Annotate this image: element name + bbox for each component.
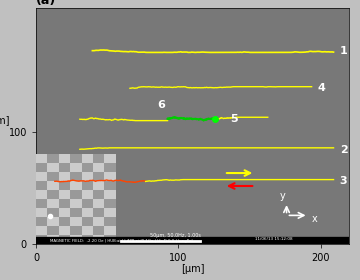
Bar [48,190,59,199]
Bar [59,235,70,244]
Bar [48,226,59,235]
Text: y: y [279,191,285,201]
Bar [104,226,116,235]
Bar [48,217,59,226]
Y-axis label: [μm]: [μm] [0,116,9,126]
Text: x: x [311,214,317,224]
Bar [93,235,104,244]
Bar [36,190,48,199]
Bar [93,172,104,181]
Bar [70,235,82,244]
Bar [59,208,70,217]
Bar [82,226,93,235]
Bar [36,235,48,244]
Bar [59,226,70,235]
Bar [70,181,82,190]
Bar [36,163,48,172]
Bar [104,181,116,190]
Bar [48,163,59,172]
Bar [36,199,48,208]
Bar [82,190,93,199]
Bar [93,163,104,172]
Bar [36,172,48,181]
Bar [93,226,104,235]
Bar [82,172,93,181]
Text: MAGNETIC FIELD:  -2.20 Oe | HUB:aid | APR:aid0.1Oe | HinD:0.0 | longPol: MAGNETIC FIELD: -2.20 Oe | HUB:aid | APR… [50,239,193,243]
Bar [104,235,116,244]
Text: 1: 1 [340,46,347,56]
Bar [104,217,116,226]
Bar [70,217,82,226]
Bar [104,190,116,199]
Bar [36,208,48,217]
Bar [70,226,82,235]
Bar [36,154,48,163]
Text: 50μm, 50.0Hz, 1.00s: 50μm, 50.0Hz, 1.00s [150,234,201,239]
Bar [82,154,93,163]
Bar [70,172,82,181]
Bar [82,199,93,208]
X-axis label: [μm]: [μm] [181,264,204,274]
Bar [93,154,104,163]
Bar [36,181,48,190]
Bar [36,154,114,244]
Bar [82,163,93,172]
Bar [93,217,104,226]
Bar [70,163,82,172]
Bar [70,154,82,163]
Bar [59,154,70,163]
Bar [59,163,70,172]
Bar [104,154,116,163]
Bar [48,235,59,244]
Bar [82,235,93,244]
Bar [48,172,59,181]
Text: 5: 5 [230,114,238,124]
Bar [59,181,70,190]
Bar [48,154,59,163]
Bar [59,190,70,199]
Bar [59,217,70,226]
Bar [82,181,93,190]
Bar [93,199,104,208]
Bar [36,226,48,235]
Text: 11/06/13 15:12:08: 11/06/13 15:12:08 [255,237,292,241]
Bar [93,181,104,190]
Bar [59,199,70,208]
Text: 4: 4 [318,83,326,93]
Text: (a): (a) [36,0,56,7]
Bar [48,199,59,208]
Bar [70,208,82,217]
Bar [48,181,59,190]
Text: 6: 6 [157,99,165,109]
Bar [82,208,93,217]
Text: 3: 3 [340,176,347,186]
Bar [48,208,59,217]
Bar [82,217,93,226]
Bar [93,208,104,217]
Bar [104,199,116,208]
Bar [70,190,82,199]
Bar [36,217,48,226]
Bar [104,208,116,217]
Bar [59,172,70,181]
Bar [104,163,116,172]
Bar [104,172,116,181]
Bar [93,190,104,199]
Bar [70,199,82,208]
Text: 2: 2 [340,144,347,155]
